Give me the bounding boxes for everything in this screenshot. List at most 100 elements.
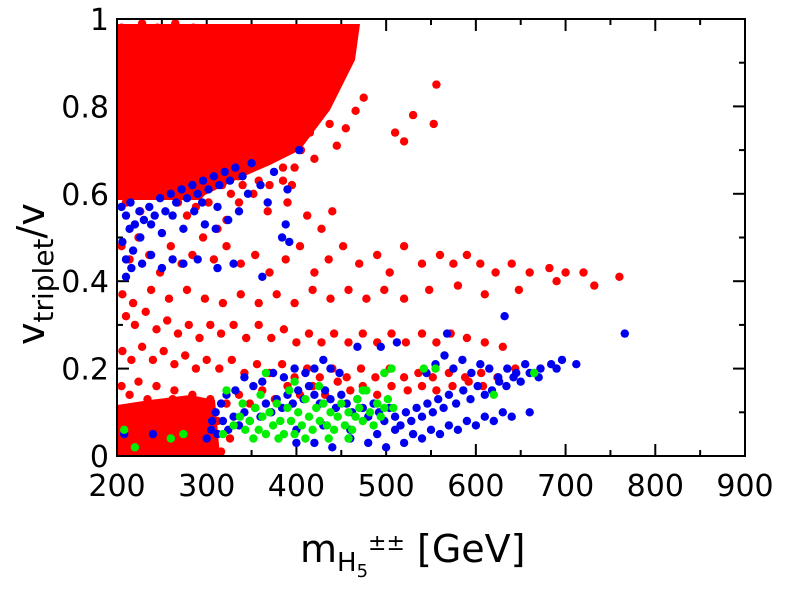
red-point [277,360,287,369]
red-point [399,373,409,382]
red-point [207,145,216,155]
red-point [462,333,472,343]
green-point [319,399,328,408]
green-point [218,429,228,439]
red-point [344,338,353,347]
blue-point [390,425,400,434]
red-point [189,23,198,32]
red-point [216,329,226,338]
red-point [310,154,319,163]
blue-point [328,443,337,452]
blue-point [381,443,391,452]
series-green [120,364,539,452]
red-point [128,298,138,308]
x-tick-label: 200 [88,469,145,504]
green-point [297,421,306,430]
red-point [417,259,427,268]
blue-point [326,395,335,404]
blue-point [263,198,272,207]
blue-point [281,220,290,229]
red-point [181,351,190,360]
blue-point [435,429,445,439]
red-point [162,27,171,37]
blue-point [231,386,240,395]
red-point [121,80,131,89]
red-point [224,154,234,163]
blue-point [500,312,509,321]
green-point [380,368,389,378]
green-point [304,412,314,421]
blue-point [439,403,448,413]
red-point [119,137,128,146]
red-point [143,395,152,404]
red-point [198,443,208,452]
red-point [346,386,355,395]
blue-point [125,224,134,233]
red-point [328,207,337,216]
red-point [432,386,441,395]
green-point [261,429,271,439]
red-point [161,399,170,408]
blue-point [473,381,482,391]
green-point [326,408,335,417]
red-point [141,163,150,172]
green-point [179,429,188,439]
y-tick-label: 0.6 [61,178,109,213]
blue-point [471,421,481,430]
plot-frame [116,18,746,457]
blue-point [179,224,188,233]
blue-point [256,180,265,190]
blue-point [258,377,267,386]
green-point [324,434,333,443]
red-point [117,23,126,32]
red-point [507,259,516,268]
red-point [154,180,163,190]
red-point [341,124,350,133]
red-point [211,115,220,124]
red-point [166,49,175,59]
y-tick-label: 0.2 [61,353,109,388]
green-point [383,395,393,404]
blue-point [240,373,249,382]
blue-point [376,342,385,351]
x-tick-label: 300 [178,469,235,504]
blue-point [485,364,494,373]
red-point [329,329,339,338]
blue-point [444,390,454,399]
blue-point [121,211,131,220]
red-point [552,277,561,286]
green-point [265,408,274,417]
red-point [304,329,314,338]
blue-point [247,159,256,168]
x-tick-label: 500 [358,469,415,504]
red-point [477,368,486,378]
red-point [225,434,235,443]
green-point [340,421,350,430]
green-point [315,416,324,426]
blue-point [459,386,468,395]
red-point [525,268,534,277]
red-point [209,255,219,264]
red-point [317,224,326,233]
y-tick-label: 0.8 [61,90,109,125]
green-point [235,412,245,421]
red-point [338,242,348,251]
green-point [376,412,385,421]
green-point [283,403,292,413]
red-point [254,320,263,330]
red-point [191,364,201,373]
blue-point [466,395,475,404]
blue-point [337,390,346,399]
red-point [146,285,156,295]
red-point [242,333,251,343]
green-point [249,434,258,443]
blue-point [417,412,427,421]
green-point [358,416,367,426]
red-point [130,320,140,330]
red-point [317,102,326,111]
red-point [184,320,193,330]
blue-point [146,250,156,260]
red-point [216,45,225,54]
green-point [322,421,332,430]
